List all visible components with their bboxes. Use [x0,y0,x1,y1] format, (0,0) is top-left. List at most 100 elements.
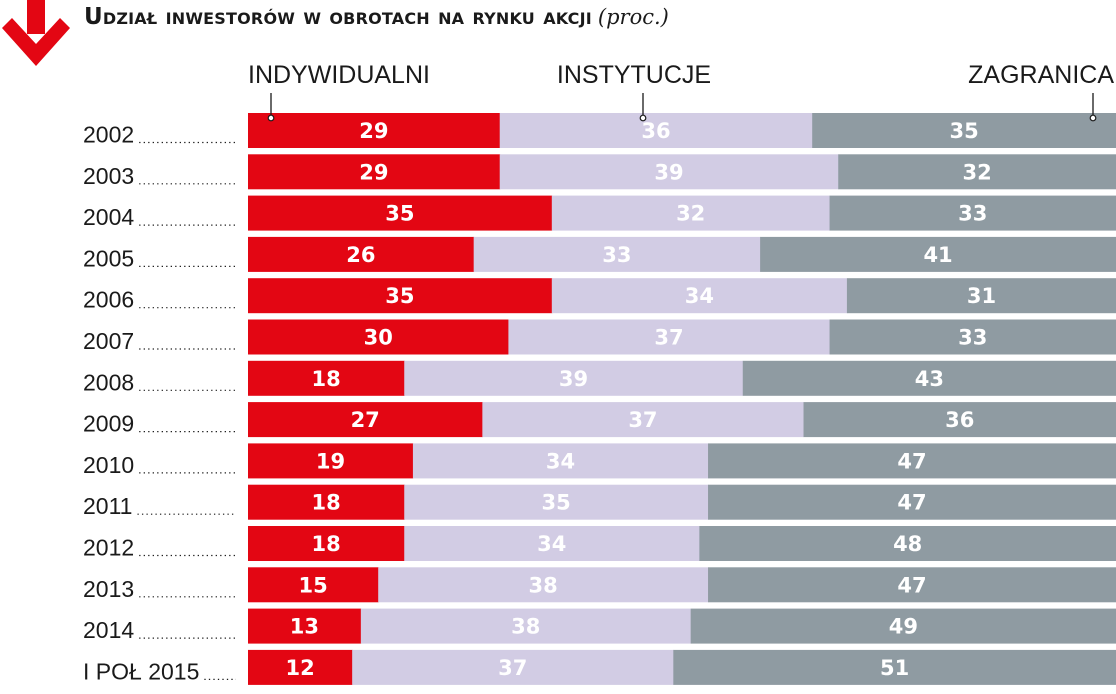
data-label: 30 [364,326,393,350]
bar-segment [248,526,405,561]
bar-segment [742,360,1116,396]
data-label: 43 [915,367,944,391]
bar-segment [248,484,405,520]
category-label: 2004 [83,204,134,230]
data-label: 32 [963,160,992,184]
data-label: 38 [529,573,558,597]
category-label: 2014 [83,617,134,643]
bar-segment [248,319,509,355]
data-label: 35 [385,284,414,308]
data-label: 35 [542,491,571,515]
data-label: 27 [351,408,380,432]
data-label: 32 [676,202,705,226]
bar-segment [248,154,501,190]
bar-segment [690,608,1116,644]
bar-segment [829,195,1116,231]
bar-segment [248,236,475,272]
bar-segment [812,113,1116,148]
data-label: 39 [654,160,683,184]
category-label: 2012 [83,535,134,561]
bar-segment [708,484,1116,520]
bar-segment [248,195,553,231]
data-label: 37 [654,326,683,350]
bar-segment [248,402,483,438]
data-label: 35 [385,202,414,226]
bar-segment [352,649,674,685]
bar-segment [404,360,744,396]
legend-pointer-dot [267,114,275,122]
category-label: 2006 [83,287,134,313]
bar-segment [551,278,848,314]
data-label: 51 [880,656,909,680]
bar-segment [248,278,553,314]
bar-segment [360,608,692,644]
bar-segment [378,567,709,603]
bar-segment [248,113,501,148]
bar-segment [248,567,379,603]
category-label: 2005 [83,245,134,271]
data-label: 31 [967,284,996,308]
bar-segment [829,319,1116,355]
chart-unit: (proc.) [597,5,669,29]
bar-segment [846,278,1116,314]
data-label: 33 [958,326,987,350]
bar-segment [248,360,405,396]
legend-pointer-dot [1089,114,1097,122]
bar-segment [248,608,362,644]
legend-label: ZAGRANICA [968,61,1114,89]
bar-segment [248,443,414,479]
bar-segment [248,649,353,685]
data-label: 34 [546,449,575,473]
data-label: 15 [298,573,327,597]
data-label: 47 [897,491,926,515]
data-label: 26 [346,243,375,267]
category-label: 2009 [83,411,134,437]
bar-segment [708,567,1116,603]
data-label: 33 [602,243,631,267]
category-label: 2007 [83,328,134,354]
data-label: 35 [949,119,978,143]
legend-label: INSTYTUCJE [557,61,711,89]
category-label: 2002 [83,122,134,148]
data-label: 36 [945,408,974,432]
data-label: 36 [641,119,670,143]
bar-segment [803,402,1116,438]
category-label: 2011 [83,493,132,519]
data-label: 12 [285,656,314,680]
data-label: 48 [893,532,922,556]
bar-segment [551,195,831,231]
data-label: 37 [498,656,527,680]
data-label: 49 [889,615,918,639]
data-label: 33 [958,202,987,226]
bar-segment [412,443,709,479]
bar-segment [760,236,1116,272]
bar-segment [499,154,839,190]
category-label: 2008 [83,369,134,395]
category-label: I POŁ 2015 [83,658,199,684]
data-label: 37 [628,408,657,432]
bar-segment [673,649,1116,685]
data-label: 18 [312,532,341,556]
data-label: 13 [290,615,319,639]
bar-segment [838,154,1116,190]
legend-pointer-dot [639,114,647,122]
bar-segment [699,526,1116,561]
bar-segment [508,319,831,355]
data-label: 34 [537,532,566,556]
bar-segment [404,484,709,520]
chart-title-text: Udział inwestorów w obrotach na rynku ak… [84,4,592,30]
data-label: 18 [312,367,341,391]
bar-segment [482,402,805,438]
data-label: 29 [359,119,388,143]
category-label: 2013 [83,576,134,602]
category-label: 2010 [83,452,134,478]
bar-segment [404,526,700,561]
data-label: 38 [511,615,540,639]
bar-segment [499,113,813,148]
data-label: 47 [897,573,926,597]
category-label: 2003 [83,163,134,189]
data-label: 41 [923,243,952,267]
legend-label: INDYWIDUALNI [248,61,430,89]
data-label: 39 [559,367,588,391]
